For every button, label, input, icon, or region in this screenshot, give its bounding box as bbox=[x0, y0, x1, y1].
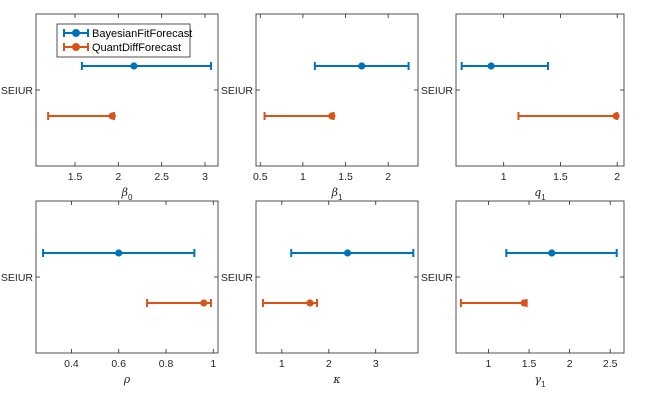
x-axis-symbol: β bbox=[331, 186, 338, 199]
x-tick-label: 1.5 bbox=[338, 171, 353, 183]
x-tick-label: 1 bbox=[501, 171, 507, 183]
legend-label-bayes: BayesianFitForecast bbox=[92, 28, 192, 40]
x-tick-label: 2 bbox=[614, 171, 620, 183]
x-tick-label: 3 bbox=[373, 358, 379, 370]
x-tick-label: 2 bbox=[115, 171, 121, 183]
x-tick-label: 2 bbox=[567, 358, 573, 370]
x-axis-symbol: γ bbox=[534, 373, 541, 386]
x-axis-label: ρ bbox=[123, 373, 131, 386]
x-tick-label: 1 bbox=[279, 358, 285, 370]
x-axis-subscript: 1 bbox=[541, 193, 546, 202]
category-label: SEIUR bbox=[221, 85, 254, 97]
x-axis-subscript: 1 bbox=[541, 380, 546, 389]
x-tick-label: 1 bbox=[486, 358, 492, 370]
estimate-point-quant bbox=[520, 299, 528, 307]
estimate-point-quant bbox=[108, 112, 116, 120]
x-axis-label: β0 bbox=[121, 186, 133, 202]
legend-marker-quant bbox=[72, 43, 80, 51]
x-axis-label: β1 bbox=[331, 186, 343, 202]
x-tick-label: 1.5 bbox=[553, 171, 568, 183]
estimate-point-bayes bbox=[343, 249, 352, 257]
x-axis-symbol: q bbox=[534, 186, 541, 199]
x-tick-label: 1 bbox=[210, 358, 216, 370]
category-label: SEIUR bbox=[421, 85, 454, 97]
category-label: SEIUR bbox=[1, 272, 34, 284]
x-tick-label: 1.5 bbox=[522, 358, 537, 370]
x-tick-label: 2 bbox=[326, 358, 332, 370]
x-tick-label: 2 bbox=[385, 171, 391, 183]
estimate-point-quant bbox=[306, 299, 314, 307]
x-axis-subscript: 0 bbox=[128, 193, 133, 202]
x-axis-label: γ1 bbox=[534, 373, 546, 389]
x-axis-label: κ bbox=[332, 373, 341, 386]
x-tick-label: 2.5 bbox=[154, 171, 169, 183]
estimate-point-quant bbox=[328, 112, 336, 120]
axes-box bbox=[255, 13, 419, 167]
x-tick-label: 1.5 bbox=[68, 171, 83, 183]
x-axis-symbol: β bbox=[121, 186, 128, 199]
x-tick-label: 0.4 bbox=[64, 358, 79, 370]
legend-label-quant: QuantDiffForecast bbox=[92, 42, 181, 54]
x-tick-label: 0.8 bbox=[159, 358, 174, 370]
estimate-point-bayes bbox=[115, 249, 123, 257]
axes-box bbox=[35, 200, 219, 354]
x-tick-label: 1 bbox=[300, 171, 306, 183]
estimate-point-bayes bbox=[548, 249, 556, 257]
legend-marker-bayes bbox=[72, 29, 80, 37]
x-tick-label: 0.6 bbox=[111, 358, 126, 370]
estimate-point-bayes bbox=[130, 62, 138, 70]
estimate-point-bayes bbox=[487, 62, 495, 70]
category-label: SEIUR bbox=[1, 85, 34, 97]
axes-box bbox=[455, 13, 625, 167]
legend: BayesianFitForecast QuantDiffForecast bbox=[56, 23, 192, 58]
x-axis-symbol: ρ bbox=[123, 373, 131, 386]
estimate-point-quant bbox=[612, 112, 620, 120]
x-tick-label: 2.5 bbox=[603, 358, 618, 370]
x-axis-symbol: κ bbox=[332, 373, 341, 386]
category-label: SEIUR bbox=[221, 272, 254, 284]
category-label: SEIUR bbox=[421, 272, 454, 284]
axes-box bbox=[255, 200, 419, 354]
axes-box bbox=[455, 200, 625, 354]
x-tick-label: 0.5 bbox=[253, 171, 268, 183]
panel-5: 1 2 3 SEIUR κ bbox=[221, 200, 419, 386]
x-axis-subscript: 1 bbox=[338, 193, 343, 202]
estimate-point-bayes bbox=[358, 62, 366, 70]
x-tick-label: 3 bbox=[202, 171, 208, 183]
legend-box bbox=[56, 23, 191, 58]
panel-4: 0.4 0.6 0.8 1 SEIUR ρ bbox=[1, 200, 219, 386]
estimate-point-quant bbox=[200, 299, 208, 307]
x-axis-label: q1 bbox=[534, 186, 546, 202]
